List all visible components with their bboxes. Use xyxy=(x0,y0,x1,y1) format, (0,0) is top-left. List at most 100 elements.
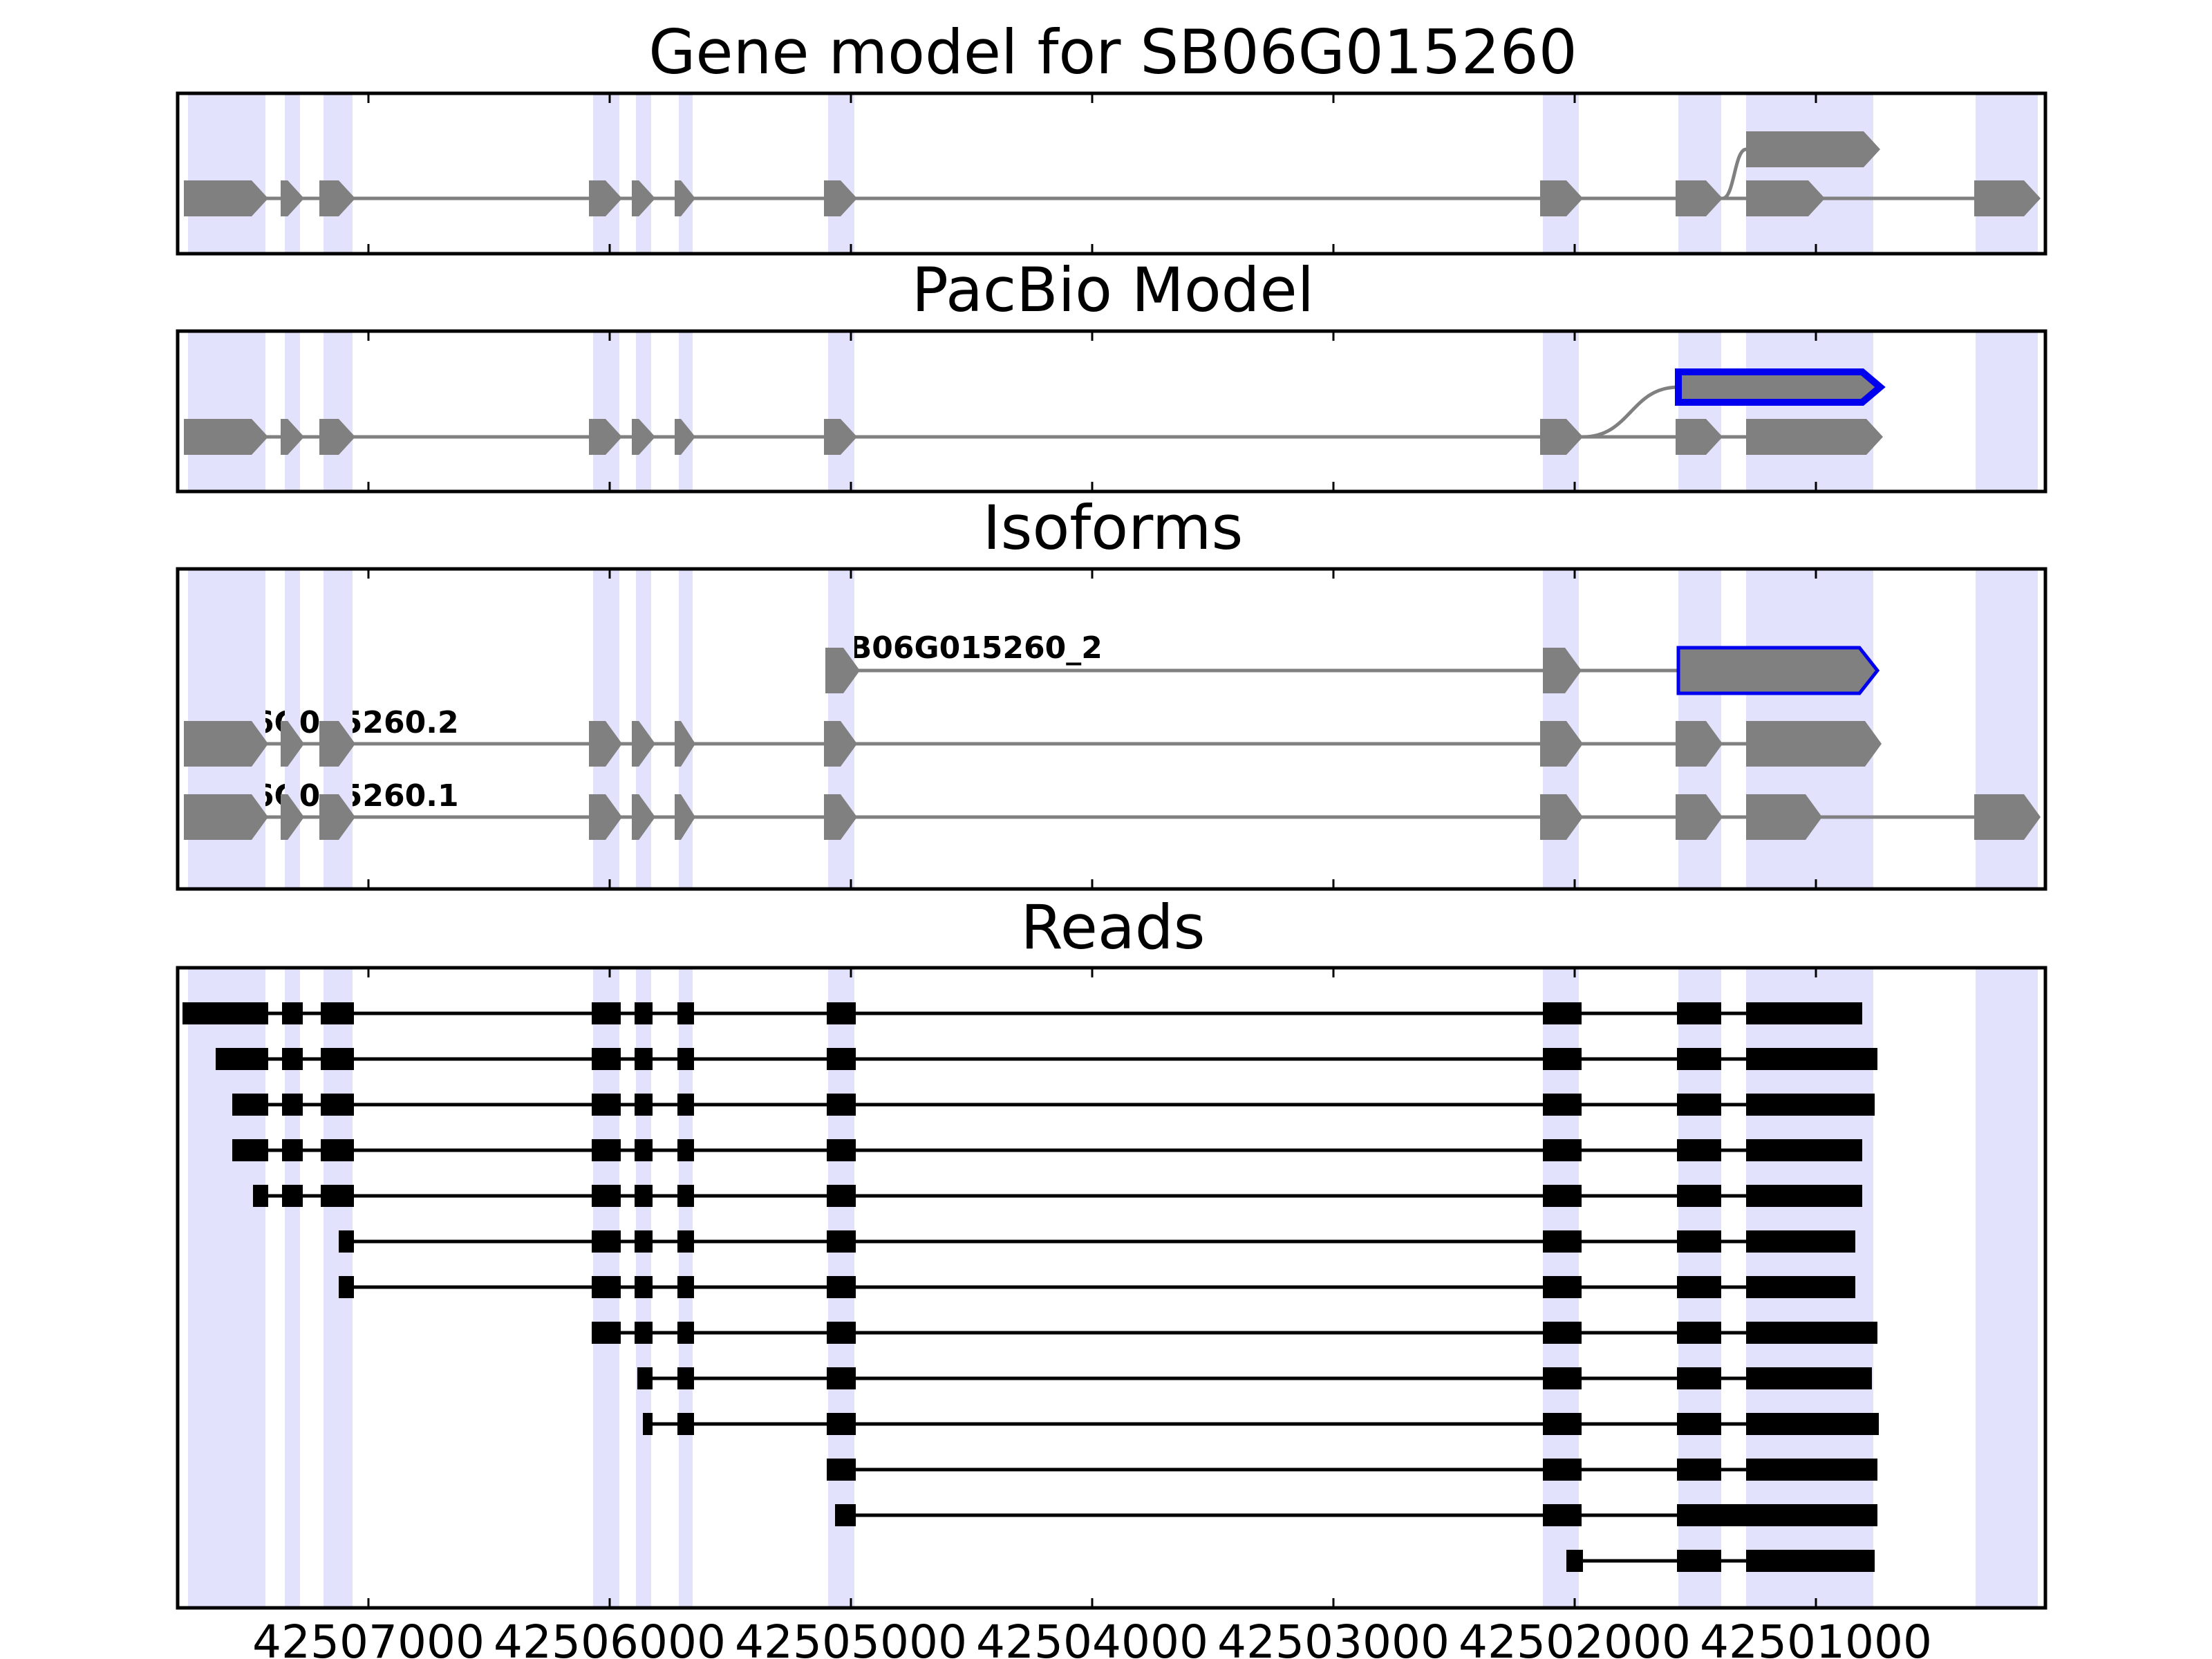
read-exon-block xyxy=(677,1230,694,1253)
read-exon-block xyxy=(827,1413,856,1435)
exon-block xyxy=(281,180,304,216)
splice-connector xyxy=(1722,147,1747,200)
read-exon-block xyxy=(282,1094,303,1116)
exon-highlight-band xyxy=(188,968,265,1608)
exon-block xyxy=(824,180,857,216)
read-exon-block xyxy=(1746,1185,1862,1207)
exon-highlight-band xyxy=(188,331,265,491)
splice-connector xyxy=(1582,385,1679,439)
read-exon-block xyxy=(282,1048,303,1070)
read-exon-block xyxy=(1677,1550,1721,1572)
exon-block xyxy=(184,419,268,455)
read-exon-block xyxy=(321,1139,354,1161)
pacbio-model-panel xyxy=(176,329,2047,494)
read-exon-block xyxy=(592,1048,621,1070)
read-row xyxy=(1566,1550,1875,1572)
exon-highlight-band xyxy=(636,331,651,491)
exon-block xyxy=(184,180,268,216)
read-exon-block xyxy=(1746,1002,1862,1024)
exon-highlight-band xyxy=(285,968,300,1608)
exon-block xyxy=(1676,794,1723,840)
read-exon-block xyxy=(677,1367,694,1389)
read-exon-block xyxy=(635,1230,653,1253)
read-exon-block xyxy=(1677,1322,1721,1344)
exon-block xyxy=(1540,794,1583,840)
read-exon-block xyxy=(1746,1276,1855,1298)
read-exon-block xyxy=(677,1185,694,1207)
exon-block xyxy=(675,419,695,455)
x-tick-label: 42507000 xyxy=(252,1615,485,1659)
reads-panel xyxy=(176,966,2047,1610)
read-exon-block xyxy=(1543,1459,1582,1481)
read-exon-block xyxy=(339,1276,354,1298)
read-exon-block xyxy=(1677,1230,1721,1253)
read-row xyxy=(827,1459,1877,1481)
exon-block xyxy=(184,721,268,767)
read-exon-block xyxy=(1543,1139,1582,1161)
read-exon-block xyxy=(282,1002,303,1024)
read-exon-block xyxy=(1677,1139,1721,1161)
read-exon-block xyxy=(635,1002,653,1024)
exon-highlight-band xyxy=(1543,331,1579,491)
read-exon-block xyxy=(827,1048,856,1070)
read-exon-block xyxy=(827,1230,856,1253)
exon-highlight-band xyxy=(679,93,693,254)
exon-block xyxy=(589,180,622,216)
novel-exon-block xyxy=(1675,368,1886,406)
read-row xyxy=(592,1322,1877,1344)
exon-block xyxy=(1540,419,1583,455)
exon-block xyxy=(281,419,304,455)
exon-highlight-band xyxy=(1976,331,2038,491)
read-exon-block xyxy=(592,1139,621,1161)
exon-highlight-band xyxy=(1976,968,2038,1608)
exon-highlight-band xyxy=(1976,93,2038,254)
exon-block xyxy=(824,419,857,455)
read-exon-block xyxy=(282,1139,303,1161)
read-exon-block xyxy=(1677,1504,1877,1526)
exon-highlight-band xyxy=(1746,331,1873,491)
read-exon-block xyxy=(1746,1094,1875,1116)
exon-block xyxy=(1746,131,1880,167)
read-exon-block xyxy=(1677,1094,1721,1116)
exon-highlight-band xyxy=(679,331,693,491)
read-exon-block xyxy=(1566,1550,1583,1572)
exon-block xyxy=(319,419,355,455)
read-exon-block xyxy=(1746,1413,1879,1435)
exon-block xyxy=(319,721,355,767)
exon-block xyxy=(675,721,695,767)
read-exon-block xyxy=(1677,1048,1721,1070)
read-exon-block xyxy=(635,1139,653,1161)
exon-highlight-band xyxy=(285,331,300,491)
read-row xyxy=(835,1504,1877,1526)
exon-highlight-band xyxy=(636,93,651,254)
read-exon-block xyxy=(321,1094,354,1116)
read-exon-block xyxy=(1746,1230,1855,1253)
read-exon-block xyxy=(643,1413,653,1435)
isoform-label-1: SB06G015260_2 xyxy=(827,630,1103,666)
read-exon-block xyxy=(1746,1459,1877,1481)
read-row xyxy=(339,1276,1855,1298)
read-row xyxy=(339,1230,1855,1253)
title-gene-model: Gene model for SB06G015260 xyxy=(648,17,1577,88)
panel-frame xyxy=(176,91,2047,256)
read-exon-block xyxy=(635,1185,653,1207)
read-exon-block xyxy=(827,1322,856,1344)
exon-block xyxy=(1543,648,1582,693)
read-exon-block xyxy=(1543,1230,1582,1253)
exon-block xyxy=(1676,419,1723,455)
read-exon-block xyxy=(1677,1459,1721,1481)
read-exon-block xyxy=(1543,1504,1582,1526)
read-exon-block xyxy=(232,1094,268,1116)
gene-model-panel xyxy=(176,91,2047,256)
read-exon-block xyxy=(182,1002,268,1024)
read-exon-block xyxy=(1543,1094,1582,1116)
read-row xyxy=(216,1048,1877,1070)
read-exon-block xyxy=(592,1094,621,1116)
read-exon-block xyxy=(592,1002,621,1024)
read-exon-block xyxy=(1746,1048,1877,1070)
exon-highlight-band xyxy=(324,331,353,491)
exon-block xyxy=(184,794,268,840)
exon-block xyxy=(1746,419,1883,455)
exon-block xyxy=(1540,721,1583,767)
read-exon-block xyxy=(1677,1276,1721,1298)
